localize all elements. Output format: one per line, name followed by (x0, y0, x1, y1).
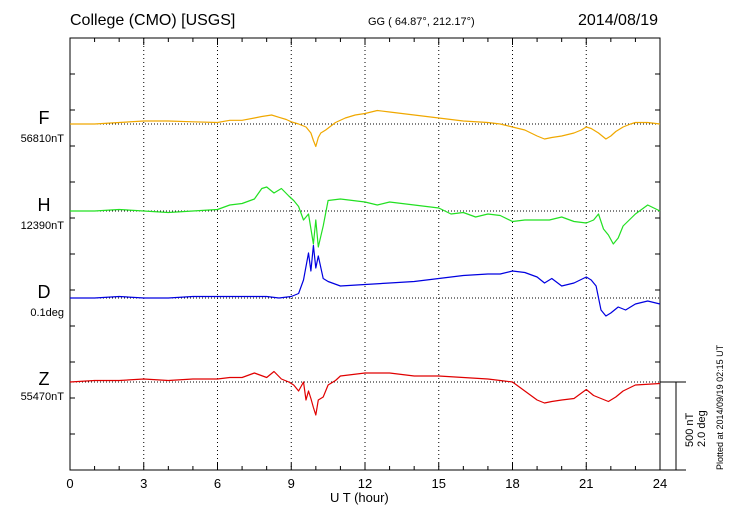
scale-nt: 500 nT (684, 412, 696, 447)
geographic-coords: GG ( 64.87°, 212.17°) (368, 16, 475, 28)
x-tick-label-7: 21 (579, 476, 593, 491)
scale-bar (660, 381, 686, 471)
legend-f-baseline: 56810nT (20, 133, 64, 145)
x-tick-label-6: 18 (505, 476, 519, 491)
x-axis-ticks: 0 3 6 9 12 15 18 21 24 (66, 37, 667, 491)
legend-z-name: Z (38, 369, 50, 389)
legend-h-name: H (37, 195, 51, 215)
trace-F (70, 109, 661, 148)
x-tick-label-0: 0 (66, 476, 73, 491)
legend-d-name: D (37, 282, 51, 302)
baseline-references (70, 123, 660, 383)
trace-Z (69, 370, 661, 416)
legend-h-baseline: 12390nT (20, 220, 64, 232)
trace-H (70, 186, 661, 248)
x-axis-label: U T (hour) (330, 490, 389, 505)
x-tick-label-8: 24 (653, 476, 667, 491)
x-tick-label-1: 3 (140, 476, 147, 491)
legend-d-baseline: 0.1deg (30, 307, 64, 319)
legend-f-name: F (38, 108, 50, 128)
x-tick-label-5: 15 (432, 476, 446, 491)
trace-D (70, 244, 661, 317)
series-traces (69, 109, 661, 416)
scale-deg: 2.0 deg (696, 410, 708, 447)
scale-label: 500 nT 2.0 deg (684, 410, 708, 447)
x-tick-label-2: 6 (214, 476, 221, 491)
plotted-note: Plotted at 2014/09/19 02:15 UT (715, 344, 725, 470)
date-label: 2014/08/19 (578, 12, 659, 29)
legend-z-baseline: 55470nT (20, 391, 64, 403)
grid-lines (143, 38, 587, 470)
station-title: College (CMO) [USGS] (70, 12, 236, 29)
x-tick-label-4: 12 (358, 476, 372, 491)
x-tick-label-3: 9 (288, 476, 295, 491)
